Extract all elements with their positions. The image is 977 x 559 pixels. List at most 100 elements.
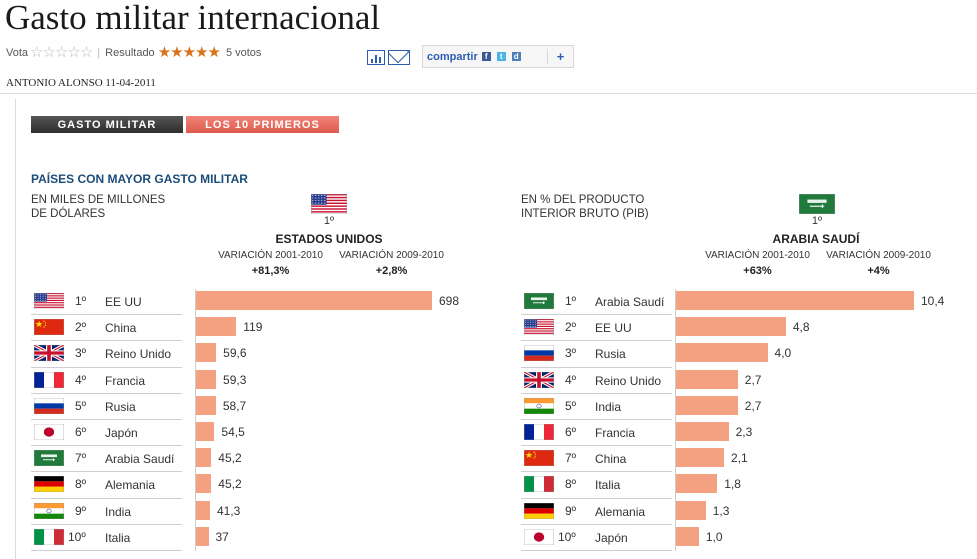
country-label: Japón [595,530,628,545]
value-label: 4,0 [774,346,792,361]
flag-icon-cn [34,319,64,336]
value-label: 45,2 [218,477,242,492]
top-country: ARABIA SAUDÍ [772,232,860,246]
variation-label: VARIACIÓN 2001-2010 [218,250,323,261]
flag-icon-us [311,194,347,214]
chart-subtitle: EN % DEL PRODUCTO INTERIOR BRUTO (PIB) [521,193,649,221]
country-label: India [105,504,132,519]
flag-icon-ru [524,345,554,362]
flag-icon-it [34,528,64,545]
top-rank: 1º [323,215,335,227]
country-label: EE UU [105,295,142,309]
value-label: 2,7 [744,398,762,413]
bar [196,500,210,520]
share-more-button[interactable]: + [547,49,573,64]
row-divider [31,497,182,499]
rating-input[interactable]: ☆☆☆☆☆ [30,44,93,61]
row-divider [31,314,182,316]
bar [676,500,706,520]
tab-gasto-militar[interactable]: GASTO MILITAR [31,116,183,133]
section-title: PAÍSES CON MAYOR GASTO MILITAR [31,172,248,186]
bar [676,422,729,441]
country-label: Francia [105,373,146,388]
flag-icon-ru [34,397,64,414]
share-label[interactable]: compartir [427,50,478,63]
rank-label: 9º [565,503,577,518]
rank-label: 3º [75,346,87,361]
mail-icon[interactable] [388,50,410,65]
twitter-icon[interactable]: t [496,52,506,61]
country-label: EE UU [595,321,632,336]
row-divider [31,392,182,394]
flag-icon-jp [524,528,554,545]
flag-icon-fr [524,424,554,440]
flag-icon-uk [34,345,64,362]
row-divider [31,419,182,420]
value-label: 2,1 [731,451,748,466]
country-label: Rusia [105,399,136,414]
country-label: Alemania [105,478,156,493]
row-divider [521,523,672,525]
top-country: ESTADOS UNIDOS [275,232,383,246]
country-label: Alemania [595,504,646,519]
rank-label: 3º [565,346,577,361]
row-divider [31,523,182,525]
value-label: 10,4 [921,294,945,308]
bar [676,317,786,337]
country-label: Italia [595,478,621,493]
bar [676,369,738,389]
flag-icon-de [34,476,64,493]
value-label: 4,8 [792,320,810,335]
bar [196,422,215,441]
value-label: 2,3 [735,425,753,439]
flag-icon-de [524,502,554,519]
flag-icon-us [34,293,64,309]
flag-icon-sa [34,450,64,467]
chart-subtitle: EN MILES DE MILLONES DE DÓLARES [31,193,165,221]
axis-line [195,289,196,551]
bar [676,474,718,494]
flag-icon-cn [524,450,554,467]
country-label: Arabia Saudí [105,452,175,467]
bar [196,395,216,415]
flag-icon-sa [524,293,554,309]
bar [196,317,237,337]
row-divider [31,550,182,551]
bar [196,448,212,468]
tab-los-10-primeros[interactable]: LOS 10 PRIMEROS [186,116,339,133]
chart-icon[interactable] [367,50,385,65]
bar [676,343,768,363]
row-divider [521,497,672,499]
top-rank: 1º [811,215,823,227]
rank-label: 2º [565,320,577,335]
frame-border [15,99,16,559]
country-label: Italia [105,530,131,545]
result-label: Resultado [105,47,155,59]
tools [367,50,410,65]
flag-icon-us [524,319,554,336]
value-label: 41,3 [216,503,241,518]
value-label: 54,5 [221,425,245,439]
row-divider [521,471,672,473]
subtitle-line: DE DÓLARES [31,208,106,220]
country-label: Japón [105,426,138,440]
rank-label: 6º [75,425,87,439]
variation-label: VARIACIÓN 2009-2010 [339,250,444,261]
variation-value: +2,8% [375,265,408,277]
rank-label: 1º [565,294,577,308]
row-divider [521,392,672,394]
row-divider [521,340,672,342]
byline: ANTONIO ALONSO 11-04-2011 [6,77,156,89]
bar [676,526,699,546]
variation-label: VARIACIÓN 2001-2010 [705,250,810,261]
bar [676,448,725,468]
delicious-icon[interactable]: d [511,52,521,61]
value-label: 45,2 [218,451,242,466]
value-label: 119 [243,320,263,335]
variation-value: +4% [867,265,890,277]
bar [196,526,209,546]
vote-row: Vota ☆☆☆☆☆ | Resultado ★★★★★ 5 votos [6,44,261,61]
value-label: 59,3 [223,372,247,387]
country-label: Arabia Saudí [595,295,665,309]
facebook-icon[interactable]: f [481,52,491,61]
